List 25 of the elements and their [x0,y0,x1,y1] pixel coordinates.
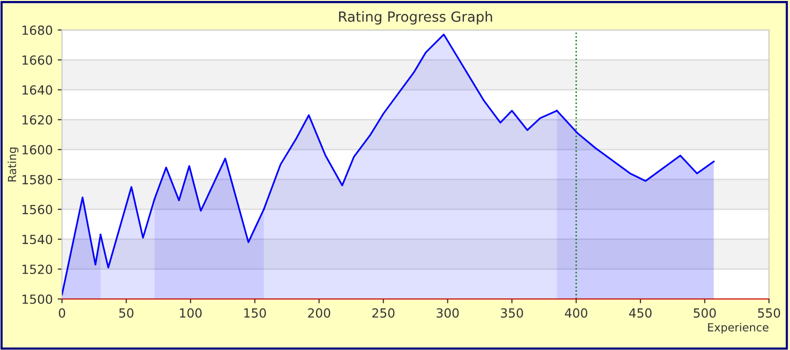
y-tick-label: 1680 [22,25,52,35]
y-axis-title: Rating [8,148,18,182]
x-tick-label: 400 [564,308,588,318]
x-axis-title: Experience [708,322,768,334]
x-tick-label: 150 [244,308,266,318]
x-tick-label: 250 [372,308,394,318]
x-tick-label: 50 [119,308,134,318]
x-tick-label: 300 [436,308,459,318]
y-tick-label: 1620 [22,115,52,125]
x-tick-label: 450 [629,308,652,318]
x-tick-label: 550 [758,308,780,318]
y-tick-label: 1540 [22,234,52,244]
y-tick-label: 1500 [22,294,52,304]
y-tick-label: 1520 [22,264,52,274]
y-tick-label: 1660 [22,55,52,65]
y-tick-label: 1600 [22,145,52,154]
y-tick-label: 1580 [22,174,52,184]
x-tick-label: 500 [694,308,716,318]
chart-title: Rating Progress Graph [339,11,492,25]
y-tick-label: 1640 [22,85,52,95]
x-tick-label: 100 [180,308,202,318]
x-tick-label: 0 [58,308,66,318]
x-tick-label: 350 [500,308,524,318]
x-tick-label: 200 [308,308,330,318]
y-tick-label: 1560 [22,204,52,214]
